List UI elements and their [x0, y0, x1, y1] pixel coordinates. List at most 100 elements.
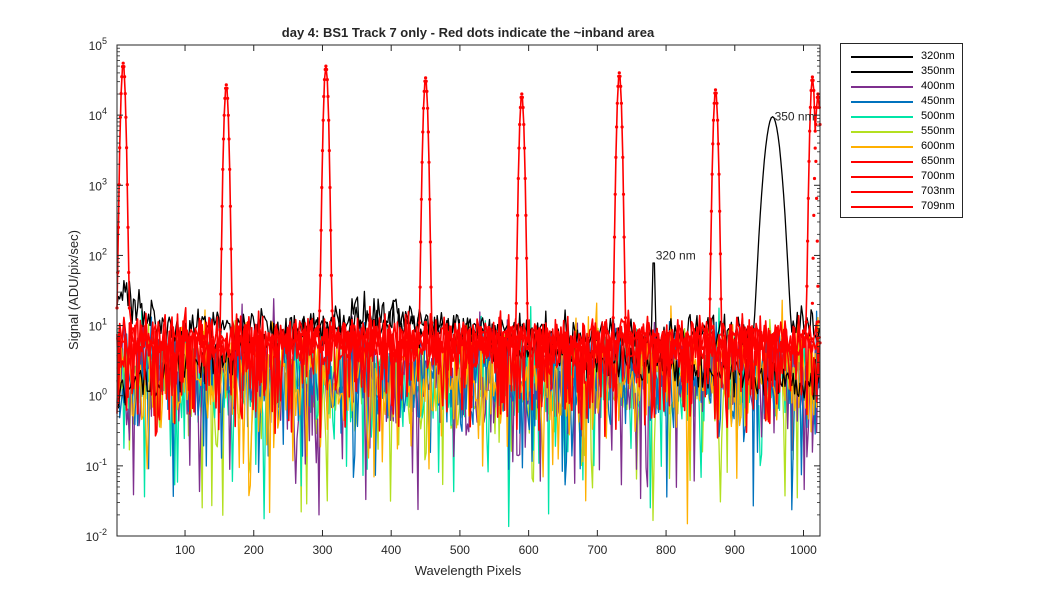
- legend-swatch: [851, 131, 913, 133]
- inband-dot: [125, 183, 129, 187]
- inband-dot: [707, 345, 711, 349]
- legend-entry: 709nm: [841, 199, 962, 214]
- inband-dot: [809, 345, 813, 349]
- inband-dot: [320, 149, 325, 153]
- inband-dot: [711, 142, 715, 146]
- inband-dot: [521, 105, 525, 110]
- inband-dot: [810, 337, 814, 341]
- legend-swatch: [851, 116, 913, 118]
- inband-dot: [424, 76, 428, 80]
- inband-dot: [614, 155, 618, 159]
- legend-entry: 550nm: [841, 124, 962, 139]
- inband-dot: [518, 105, 523, 110]
- y-tick-label: 104: [89, 106, 107, 123]
- x-tick-label: 100: [175, 543, 195, 557]
- inband-dot: [330, 309, 334, 313]
- inband-dot: [618, 74, 622, 78]
- inband-dot: [430, 321, 434, 325]
- inband-dot: [219, 247, 224, 251]
- inband-dot: [421, 106, 426, 110]
- inband-dot: [417, 336, 421, 340]
- inband-dot: [814, 159, 818, 163]
- legend-swatch: [851, 191, 913, 193]
- inband-dot: [421, 130, 425, 134]
- legend-entry: 650nm: [841, 154, 962, 169]
- inband-dot: [610, 337, 614, 341]
- inband-dot: [227, 137, 231, 141]
- inband-dot: [230, 292, 234, 296]
- inband-dot: [528, 345, 532, 349]
- inband-dot: [322, 78, 327, 82]
- y-tick-label: 101: [89, 317, 107, 334]
- inband-dot: [717, 172, 721, 176]
- inband-dot: [218, 328, 222, 332]
- inband-dot: [707, 333, 712, 337]
- inband-dot: [127, 306, 131, 310]
- legend-swatch: [851, 161, 913, 163]
- inband-dot: [432, 345, 436, 349]
- inband-dot: [222, 113, 226, 117]
- inband-dot: [119, 92, 123, 96]
- y-axis: 10-2 10-1 100 101 102 103 104 105: [86, 36, 820, 544]
- inband-dot: [623, 316, 628, 320]
- inband-dot: [525, 256, 529, 260]
- inband-dot: [718, 209, 722, 213]
- inband-dot: [810, 75, 815, 79]
- inband-dot: [809, 88, 813, 93]
- inband-dot: [319, 228, 323, 232]
- inband-dot: [814, 122, 818, 127]
- inband-dot: [811, 78, 815, 82]
- legend-label: 350nm: [921, 65, 955, 77]
- inband-dot: [318, 273, 322, 277]
- inband-dot: [125, 146, 129, 150]
- x-axis-label: Wavelength Pixels: [415, 563, 522, 578]
- inband-dot: [806, 196, 810, 200]
- inband-dot: [328, 185, 332, 190]
- inband-dot: [718, 252, 723, 256]
- legend-swatch: [851, 101, 913, 103]
- inband-dot: [221, 167, 225, 171]
- inband-dot: [220, 204, 224, 208]
- inband-dot: [428, 197, 432, 201]
- inband-dot: [709, 209, 714, 213]
- legend: 320nm 350nm 400nm 450nm 500nm 550nm 600nm 650nm…: [840, 43, 963, 218]
- inband-dot: [622, 235, 626, 239]
- legend-label: 600nm: [921, 140, 955, 152]
- legend-label: 709nm: [921, 200, 955, 212]
- inband-dot: [610, 331, 615, 335]
- inband-dot: [619, 84, 623, 88]
- inband-dot: [613, 192, 617, 196]
- inband-dot: [224, 83, 228, 87]
- inband-dot: [516, 176, 520, 181]
- inband-dot: [518, 122, 522, 127]
- inband-dot: [713, 88, 718, 92]
- inband-dot: [616, 84, 620, 88]
- x-tick-label: 600: [519, 543, 539, 557]
- inband-dot: [516, 213, 520, 217]
- inband-dot: [118, 146, 122, 150]
- series-line-709nm: [116, 75, 821, 439]
- inband-dot: [722, 345, 726, 349]
- inband-dot: [515, 256, 519, 260]
- inband-dot: [428, 240, 432, 244]
- inband-dot: [420, 160, 424, 164]
- inband-dot: [624, 331, 628, 335]
- inband-dot: [802, 344, 806, 348]
- y-tick-label: 10-1: [86, 457, 107, 474]
- legend-swatch: [851, 71, 913, 73]
- inband-dot: [431, 342, 435, 346]
- inband-dot: [612, 280, 616, 284]
- inband-dot: [803, 341, 807, 345]
- inband-dot: [513, 345, 517, 349]
- inband-dot: [126, 225, 130, 229]
- y-axis-label: Signal (ADU/pix/sec): [66, 230, 81, 350]
- inband-dot: [430, 336, 434, 340]
- inband-dot: [225, 86, 229, 90]
- inband-dot: [514, 337, 518, 341]
- legend-label: 400nm: [921, 80, 955, 92]
- inband-dot: [626, 340, 630, 344]
- legend-swatch: [851, 176, 913, 178]
- y-tick-label: 100: [89, 387, 107, 404]
- inband-dot: [625, 337, 629, 341]
- inband-dot: [427, 160, 431, 164]
